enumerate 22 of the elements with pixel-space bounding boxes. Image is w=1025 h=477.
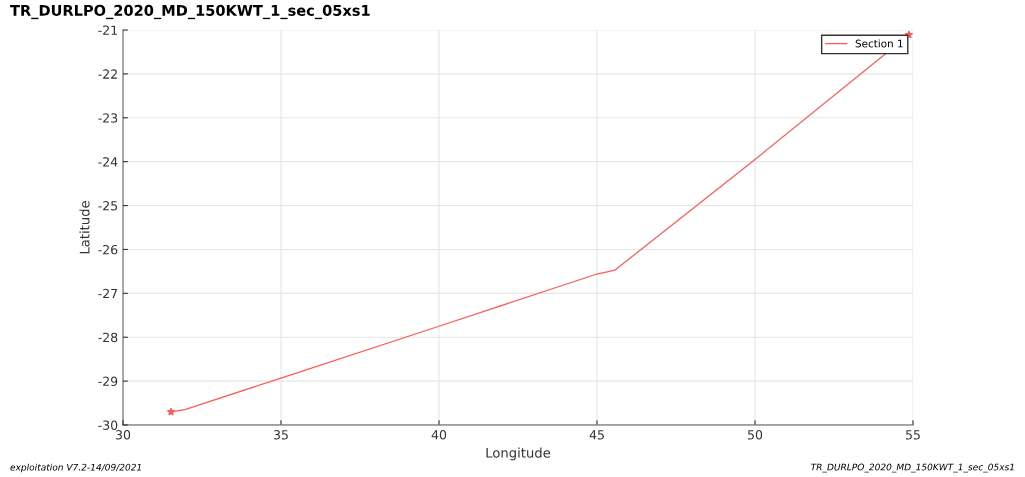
chart-title: TR_DURLPO_2020_MD_150KWT_1_sec_05xs1 bbox=[10, 4, 370, 20]
x-tick-label: 35 bbox=[274, 430, 288, 440]
y-tick-label: -26 bbox=[98, 244, 118, 255]
text: exploitation V7.2-14/09/2021 bbox=[10, 463, 141, 473]
y-tick-label: -21 bbox=[98, 25, 117, 35]
x-tick-label: 50 bbox=[748, 430, 763, 440]
y-tick-label: -28 bbox=[98, 332, 118, 343]
y-tick-label: -23 bbox=[98, 113, 118, 123]
x-axis-title: Longitude bbox=[486, 447, 551, 461]
text: TR_DURLPO_2020_MD_150KWT_1_sec_05xs1 bbox=[811, 463, 1014, 473]
x-tick-label: 30 bbox=[116, 430, 131, 440]
y-tick-label: -29 bbox=[98, 376, 118, 387]
y-tick-label: -22 bbox=[98, 69, 117, 79]
y-tick-label: -27 bbox=[98, 288, 118, 299]
y-tick-label: -30 bbox=[98, 420, 118, 430]
legend-label: Section 1 bbox=[855, 39, 903, 48]
y-tick-label: -25 bbox=[98, 201, 118, 211]
x-tick-label: 55 bbox=[906, 430, 920, 440]
y-tick-label: -24 bbox=[98, 157, 118, 167]
x-tick-label: 45 bbox=[589, 430, 604, 440]
x-tick-label: 40 bbox=[431, 430, 447, 440]
y-axis-title: Latitude bbox=[79, 201, 90, 254]
